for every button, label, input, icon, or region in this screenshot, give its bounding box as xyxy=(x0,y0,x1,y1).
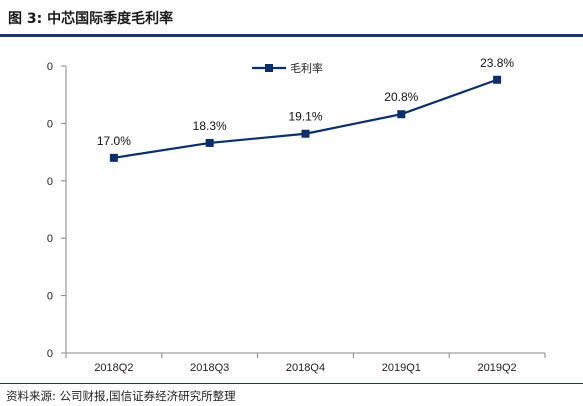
y-tick-label: 0 xyxy=(47,176,53,188)
line-chart: 0 0 0 0 0 0 2018Q2 2018Q3 2018Q4 2019Q1 2019Q2 17.… xyxy=(47,56,546,374)
source-note: 资料来源: 公司财报,国信证券经济研究所整理 xyxy=(6,389,236,403)
y-tick-label: 0 xyxy=(47,61,53,73)
data-label: 17.0% xyxy=(97,134,131,148)
data-labels: 17.0% 18.3% 19.1% 20.8% 23.8% xyxy=(97,56,515,148)
data-point-marker xyxy=(301,129,310,138)
source-divider xyxy=(0,383,583,384)
x-tick-label: 2018Q2 xyxy=(94,362,133,374)
legend-marker-swatch xyxy=(265,64,273,72)
data-point-marker xyxy=(397,110,406,119)
data-point-marker xyxy=(109,153,118,162)
data-label: 20.8% xyxy=(384,90,418,104)
x-tick-label: 2019Q2 xyxy=(478,362,517,374)
y-tick-label: 0 xyxy=(47,348,53,360)
figure-title: 图 3: 中芯国际季度毛利率 xyxy=(8,11,174,27)
legend: 毛利率 xyxy=(252,61,323,75)
y-tick-label: 0 xyxy=(47,291,53,303)
data-point-marker xyxy=(493,75,502,84)
legend-label: 毛利率 xyxy=(290,61,323,75)
data-point-marker xyxy=(205,138,214,147)
figure-header: 图 3: 中芯国际季度毛利率 xyxy=(0,0,583,37)
data-label: 19.1% xyxy=(288,110,322,124)
y-tick-label: 0 xyxy=(47,118,53,130)
y-tick-label: 0 xyxy=(47,233,53,245)
x-tick-label: 2019Q1 xyxy=(382,362,421,374)
data-label: 18.3% xyxy=(193,119,227,133)
series-layer xyxy=(109,75,502,162)
x-tick-label: 2018Q3 xyxy=(190,362,229,374)
data-label: 23.8% xyxy=(480,56,514,70)
axes: 0 0 0 0 0 0 2018Q2 2018Q3 2018Q4 2019Q1 2019Q2 xyxy=(47,61,546,374)
x-tick-label: 2018Q4 xyxy=(286,362,325,374)
